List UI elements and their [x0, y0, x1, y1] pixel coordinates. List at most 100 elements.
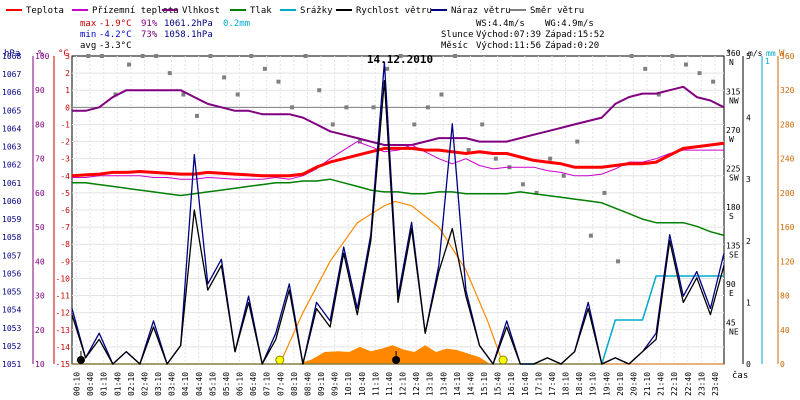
tick-hpa-7: 1061	[2, 179, 21, 188]
tick-hpa-3: 1065	[2, 106, 21, 115]
wind-direction-point	[602, 190, 607, 195]
wind-direction-point	[194, 113, 199, 118]
axis-pct-label: %	[38, 49, 44, 59]
tick-x-35: 17:40	[548, 372, 557, 396]
tick-x-27: 13:40	[439, 372, 448, 396]
tick-x-17: 08:40	[303, 372, 312, 396]
stat-min-humidity: 73%	[141, 30, 158, 40]
tick-x-13: 06:40	[249, 372, 258, 396]
tick-pct-7: 30	[35, 292, 45, 301]
tick-x-36: 18:10	[562, 372, 571, 396]
legend-label-0: Teplota	[26, 6, 64, 16]
tick-hpa-15: 1053	[2, 324, 21, 333]
tick-w-0: 360	[780, 52, 795, 61]
tick-x-43: 21:40	[657, 372, 666, 396]
tick-dir-name-4: S	[729, 212, 734, 221]
tick-w-1: 320	[780, 86, 795, 95]
stat-precip: 0.2mm	[223, 19, 250, 29]
wind-direction-point	[385, 66, 390, 71]
wind-direction-point	[629, 54, 634, 58]
tick-c-1: 2	[65, 69, 70, 78]
wind-direction-point	[480, 122, 485, 127]
tick-x-41: 20:40	[629, 372, 638, 396]
stat-sun-rise: Východ:07:39	[476, 30, 541, 40]
tick-x-10: 05:10	[208, 372, 217, 396]
tick-ms-0: 5	[746, 52, 751, 61]
tick-dir-3: 225	[726, 165, 741, 174]
tick-dir-1: 315	[726, 88, 741, 97]
wind-direction-point	[235, 92, 240, 97]
wind-direction-point	[493, 156, 498, 161]
wind-direction-point	[561, 173, 566, 178]
tick-hpa-11: 1057	[2, 251, 21, 260]
series-solar-theoretical	[279, 200, 504, 365]
tick-x-47: 23:40	[711, 372, 720, 396]
tick-x-39: 19:40	[602, 372, 611, 396]
tick-hpa-2: 1066	[2, 88, 21, 97]
tick-c-14: -11	[56, 292, 71, 301]
wind-direction-point	[290, 105, 295, 110]
wind-direction-point	[398, 54, 403, 58]
wind-direction-point	[656, 92, 661, 97]
tick-x-30: 15:10	[480, 372, 489, 396]
stat-sun-label: Slunce	[441, 30, 474, 40]
wind-direction-point	[711, 79, 716, 84]
grid	[72, 56, 724, 364]
wind-direction-point	[208, 54, 213, 58]
legend-label-6: Náraz větru	[451, 6, 511, 16]
wind-direction-point	[140, 54, 145, 58]
tick-c-0: 3	[65, 52, 70, 61]
tick-pct-9: 10	[35, 360, 45, 369]
tick-x-18: 09:10	[317, 372, 326, 396]
tick-hpa-1: 1067	[2, 70, 21, 79]
marker-moonrise	[392, 356, 401, 364]
tick-w-3: 240	[780, 155, 795, 164]
tick-dir-name-5: SE	[729, 251, 739, 260]
wind-direction-point	[425, 105, 430, 110]
tick-hpa-4: 1064	[2, 124, 21, 133]
stat-max-humidity: 91%	[141, 19, 158, 29]
tick-c-7: -4	[60, 172, 70, 181]
wind-direction-point	[453, 54, 458, 58]
legend-label-2: Vlhkost	[182, 6, 220, 16]
axis-time-label: čas	[732, 370, 748, 381]
tick-x-15: 07:40	[276, 372, 285, 396]
legend-label-5: Rychlost větru	[356, 6, 432, 16]
tick-c-5: -2	[60, 138, 70, 147]
tick-pct-5: 50	[35, 223, 45, 232]
wind-direction-point	[575, 139, 580, 144]
tick-c-8: -5	[60, 189, 70, 198]
legend: Teplota Přízemní teplota Vlhkost Tlak Srážky…	[6, 6, 584, 16]
wind-direction-point	[330, 122, 335, 127]
tick-x-33: 16:40	[521, 372, 530, 396]
axis-hpa-label: hPa	[4, 49, 20, 59]
tick-x-7: 03:40	[168, 372, 177, 396]
tick-mm-0: 1	[765, 57, 770, 66]
wind-direction-point	[222, 75, 227, 80]
tick-x-21: 10:40	[358, 372, 367, 396]
axis-mm-label: mm	[766, 49, 776, 58]
tick-x-6: 03:10	[154, 372, 163, 396]
tick-c-4: -1	[60, 120, 70, 129]
tick-dir-6: 90	[726, 280, 736, 289]
wind-direction-point	[181, 92, 186, 97]
tick-c-16: -13	[56, 326, 71, 335]
wind-direction-point	[466, 148, 471, 153]
tick-dir-name-0: N	[729, 58, 734, 67]
tick-hpa-17: 1051	[2, 360, 21, 369]
wind-direction-point	[344, 105, 349, 110]
wind-direction-point	[249, 54, 254, 58]
tick-ms-5: 0	[746, 360, 751, 369]
stat-max-temp: -1.9°C	[99, 19, 132, 29]
tick-x-25: 12:40	[412, 372, 421, 396]
wind-direction-point	[616, 259, 621, 264]
tick-pct-1: 90	[35, 86, 45, 95]
tick-c-17: -14	[56, 343, 71, 352]
tick-dir-4: 180	[726, 203, 741, 212]
tick-x-40: 20:10	[616, 372, 625, 396]
tick-x-12: 06:10	[236, 372, 245, 396]
series-teplota	[71, 141, 725, 178]
wind-direction-point	[588, 233, 593, 238]
